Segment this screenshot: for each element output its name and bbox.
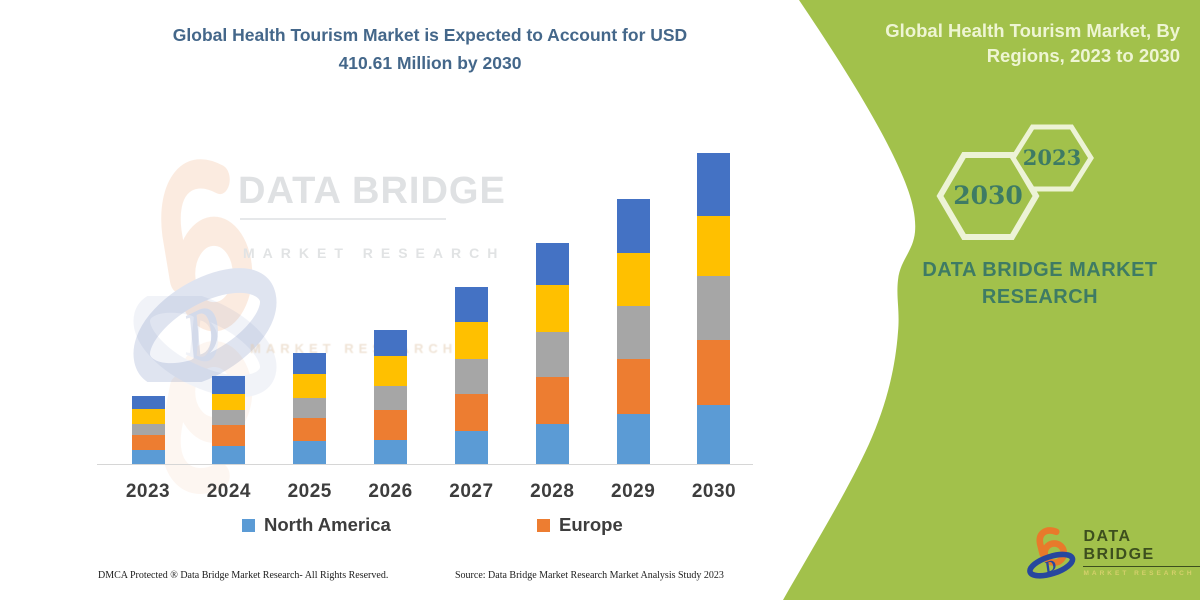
bar-segment-europe xyxy=(293,417,327,441)
bar-segment-unlabeled-gray-region xyxy=(697,276,731,340)
x-axis-label-2024: 2024 xyxy=(206,481,251,502)
bar-segment-north-america xyxy=(454,430,488,464)
x-axis-label-2030: 2030 xyxy=(691,481,737,502)
hexagon-2030-label: 2030 xyxy=(953,181,1023,210)
legend-swatch-europe-icon xyxy=(537,518,550,532)
x-axis-label-2023: 2023 xyxy=(125,481,171,502)
company-logo-mark-icon xyxy=(1026,525,1076,579)
chart-title-line2: 410.61 Million by 2030 xyxy=(338,53,522,74)
bar-segment-europe xyxy=(212,424,246,446)
bar-segment-europe xyxy=(616,359,650,414)
bar-segment-unlabeled-gray-region xyxy=(131,424,165,435)
bar-segment-unlabeled-darkblue-region xyxy=(293,352,327,374)
watermark-subtext: MARKET RESEARCH xyxy=(243,245,506,261)
panel-brand-line1: DATA BRIDGE MARKET xyxy=(922,259,1158,281)
x-axis-label-2028: 2028 xyxy=(530,481,575,502)
bar-segment-north-america xyxy=(697,404,731,464)
bar-segment-europe xyxy=(374,409,408,440)
panel-brand-text: DATA BRIDGE MARKET RESEARCH xyxy=(895,257,1185,311)
bar-segment-unlabeled-darkblue-region xyxy=(535,243,569,286)
source-note: Source: Data Bridge Market Research Mark… xyxy=(455,570,724,581)
company-logo-name: DATA BRIDGE xyxy=(1083,528,1200,567)
bar-segment-unlabeled-yellow-region xyxy=(293,373,327,398)
chart-title-line1: Global Health Tourism Market is Expected… xyxy=(172,25,688,45)
bar-segment-unlabeled-darkblue-region xyxy=(616,198,650,253)
bar-segment-europe xyxy=(454,394,488,431)
x-axis-label-2025: 2025 xyxy=(287,481,332,502)
legend-item-north-america: North America xyxy=(242,514,391,536)
panel-heading: Global Health Tourism Market, By Regions… xyxy=(855,19,1180,69)
x-axis-line xyxy=(97,464,753,465)
panel-heading-line1: Global Health Tourism Market, By xyxy=(885,20,1180,41)
chart-title: Global Health Tourism Market is Expected… xyxy=(90,21,770,78)
bar-segment-unlabeled-darkblue-region xyxy=(212,375,246,394)
panel-brand-line2: RESEARCH xyxy=(981,286,1099,308)
bar-segment-north-america xyxy=(131,449,165,464)
hexagon-2023-label: 2023 xyxy=(1023,145,1081,170)
bar-segment-unlabeled-yellow-region xyxy=(131,409,165,424)
panel-heading-line2: Regions, 2023 to 2030 xyxy=(986,44,1180,66)
bar-segment-north-america xyxy=(293,440,327,464)
watermark-text: DATA BRIDGE xyxy=(238,170,506,212)
bar-segment-europe xyxy=(131,434,165,450)
x-axis-label-2026: 2026 xyxy=(368,481,413,502)
legend-label-europe: Europe xyxy=(559,514,623,535)
bar-segment-north-america xyxy=(374,439,408,464)
company-logo-subtitle: MARKET RESEARCH xyxy=(1083,569,1195,577)
bar-segment-unlabeled-gray-region xyxy=(212,409,246,425)
bar-segment-unlabeled-darkblue-region xyxy=(454,287,488,323)
watermark-underline xyxy=(240,218,446,220)
bar-segment-unlabeled-yellow-region xyxy=(212,394,246,410)
hexagon-2023-icon xyxy=(1010,124,1094,192)
legend-item-europe: Europe xyxy=(537,514,623,536)
bar-segment-unlabeled-yellow-region xyxy=(697,216,731,276)
x-axis-label-2029: 2029 xyxy=(611,481,656,502)
bar-segment-unlabeled-gray-region xyxy=(454,359,488,394)
dmca-notice: DMCA Protected ® Data Bridge Market Rese… xyxy=(98,570,389,581)
bar-segment-north-america xyxy=(535,424,569,464)
bar-segment-europe xyxy=(535,377,569,424)
bar-segment-unlabeled-darkblue-region xyxy=(131,395,165,409)
bar-segment-unlabeled-gray-region xyxy=(374,385,408,410)
bar-segment-unlabeled-yellow-region xyxy=(454,322,488,359)
bar-segment-unlabeled-gray-region xyxy=(293,397,327,418)
bar-segment-unlabeled-yellow-region xyxy=(374,355,408,386)
bar-segment-north-america xyxy=(616,414,650,464)
bar-segment-unlabeled-gray-region xyxy=(616,306,650,360)
bar-segment-europe xyxy=(697,340,731,405)
bar-segment-north-america xyxy=(212,445,246,464)
hexagon-2030-icon xyxy=(936,152,1040,240)
legend-label-north-america: North America xyxy=(264,514,391,535)
bar-segment-unlabeled-yellow-region xyxy=(616,252,650,306)
bar-segment-unlabeled-darkblue-region xyxy=(697,153,731,217)
bar-segment-unlabeled-darkblue-region xyxy=(374,330,408,356)
x-axis-label-2027: 2027 xyxy=(449,481,494,502)
legend-swatch-north-america-icon xyxy=(242,518,255,532)
forecast-hexagons: 2030 2023 xyxy=(936,124,1094,240)
bar-segment-unlabeled-yellow-region xyxy=(535,285,569,333)
bar-segment-unlabeled-gray-region xyxy=(535,332,569,378)
company-logo: DATA BRIDGE MARKET RESEARCH xyxy=(1026,525,1200,579)
